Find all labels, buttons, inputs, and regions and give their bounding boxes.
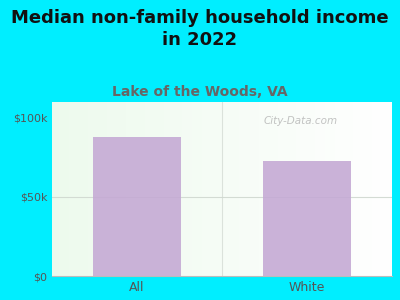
- Text: Median non-family household income
in 2022: Median non-family household income in 20…: [11, 9, 389, 49]
- Text: Lake of the Woods, VA: Lake of the Woods, VA: [112, 85, 288, 100]
- Bar: [93, 137, 181, 276]
- Text: City-Data.com: City-Data.com: [263, 116, 337, 126]
- Bar: [263, 160, 351, 276]
